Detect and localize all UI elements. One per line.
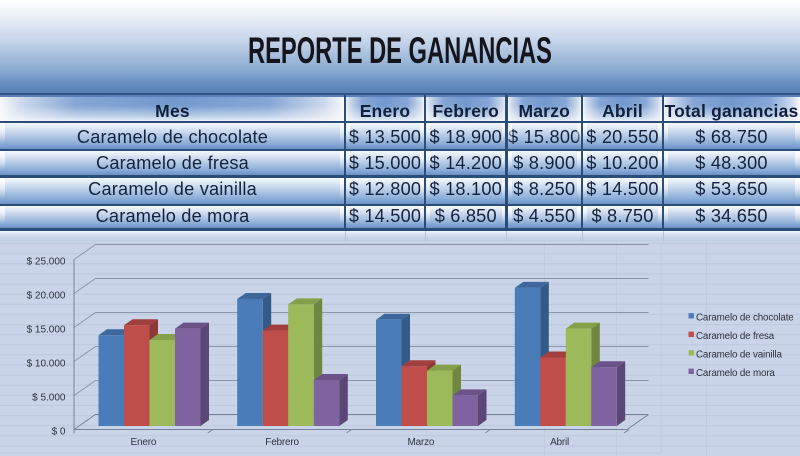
svg-text:Febrero: Febrero [265, 437, 299, 448]
svg-text:$ 0: $ 0 [52, 426, 66, 437]
svg-text:Caramelo de vainilla: Caramelo de vainilla [696, 349, 782, 360]
svg-text:$ 25.000: $ 25.000 [27, 256, 66, 267]
svg-text:Marzo: Marzo [408, 437, 435, 448]
svg-text:Abril: Abril [550, 437, 569, 448]
svg-text:Caramelo de fresa: Caramelo de fresa [696, 331, 775, 342]
svg-text:$ 20.000: $ 20.000 [27, 290, 66, 301]
svg-text:Caramelo de chocolate: Caramelo de chocolate [696, 312, 794, 323]
svg-text:$ 5.000: $ 5.000 [32, 392, 66, 403]
svg-text:$ 10.000: $ 10.000 [27, 358, 66, 369]
svg-text:$ 15.000: $ 15.000 [27, 324, 66, 335]
svg-text:Caramelo de mora: Caramelo de mora [696, 368, 775, 379]
svg-text:Enero: Enero [131, 437, 157, 448]
